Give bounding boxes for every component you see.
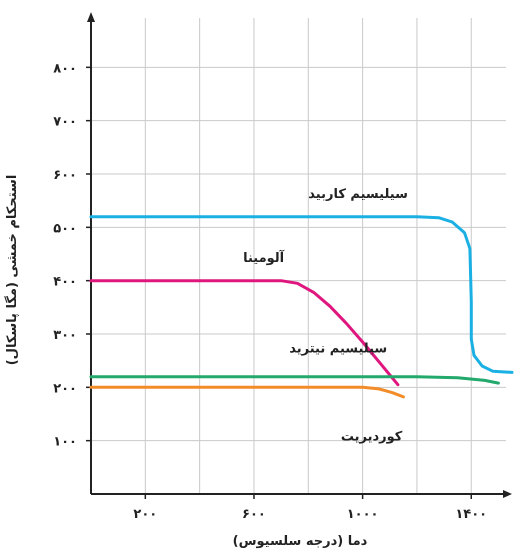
series-lines (89, 215, 514, 399)
y-tick-label: ۸۰۰ (53, 61, 77, 76)
y-tick-label: ۲۰۰ (53, 381, 77, 396)
series-line-0 (89, 215, 514, 374)
x-tick-label: ۱۰۰۰ (347, 507, 379, 522)
tick-labels: ۲۰۰ ۶۰۰ ۱۰۰۰ ۱۴۰۰ ۱۰۰ ۲۰۰ ۳۰۰ ۴۰۰ ۵۰۰ ۶۰۰ ۷۰۰ ۸۰۰ (53, 61, 487, 522)
y-axis-arrow (87, 12, 95, 22)
x-tick-label: ۱۴۰۰ (455, 507, 487, 522)
series-label-0: سیلیسیم کاربید (308, 187, 408, 202)
x-axis-arrow (503, 490, 512, 498)
y-tick-label: ۴۰۰ (53, 275, 77, 290)
y-tick-label: ۷۰۰ (53, 115, 77, 130)
series-label-3: کوردیریت (341, 430, 403, 445)
series-label-1: آلومینا (243, 249, 285, 266)
series-line-2 (89, 375, 500, 385)
y-tick-label: ۳۰۰ (53, 328, 77, 343)
x-tick-label: ۲۰۰ (133, 507, 157, 522)
y-tick-label: ۵۰۰ (53, 221, 77, 236)
y-axis-title: استحکام خمشی (مگا پاسکال) (4, 175, 20, 366)
series-line-1 (89, 279, 400, 387)
series-label-2: سیلیسیم نیترید (289, 342, 387, 357)
grid (91, 18, 506, 494)
y-tick-label: ۶۰۰ (53, 168, 77, 183)
x-tick-label: ۶۰۰ (242, 507, 266, 522)
series-line-3 (89, 385, 405, 399)
y-tick-label: ۱۰۰ (53, 435, 77, 450)
axes (86, 12, 512, 499)
series-labels: سیلیسیم کاربید آلومینا سیلیسیم نیترید کوردی… (243, 187, 408, 445)
x-axis-title: دما (درجه سلسیوس) (233, 534, 368, 549)
